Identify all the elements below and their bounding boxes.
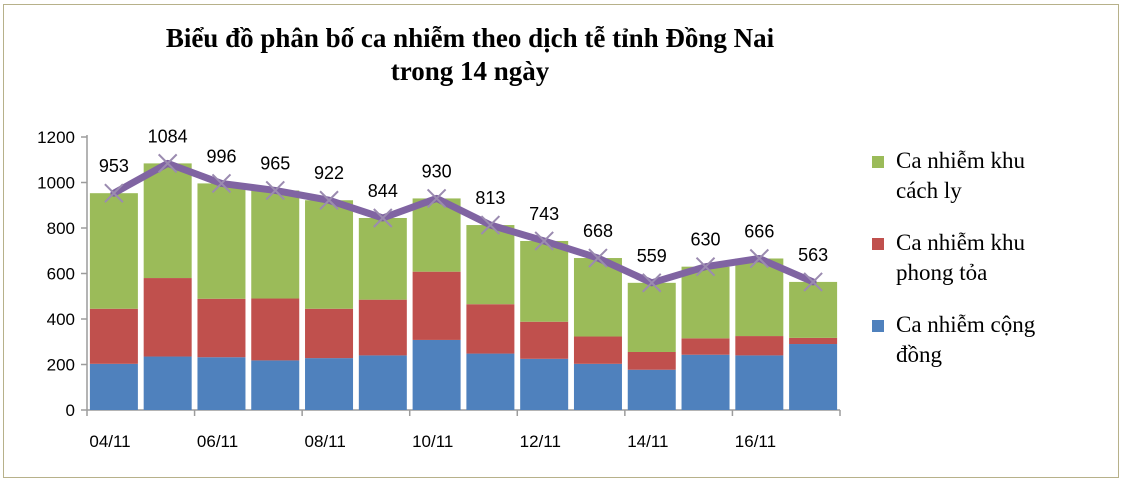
bar-segment-1 bbox=[89, 363, 138, 410]
total-marker bbox=[426, 188, 447, 209]
bar-segment-3 bbox=[627, 282, 676, 352]
total-marker bbox=[373, 208, 393, 228]
data-label: 930 bbox=[422, 161, 452, 181]
data-label: 563 bbox=[798, 245, 828, 265]
x-tick-label: 08/11 bbox=[305, 432, 346, 451]
bar-segment-3 bbox=[466, 225, 515, 305]
x-tick-label: 14/11 bbox=[627, 432, 668, 451]
bar-segment-1 bbox=[573, 363, 622, 410]
bar-segment-2 bbox=[573, 336, 622, 364]
data-label: 668 bbox=[583, 221, 613, 241]
bar-segment-2 bbox=[358, 299, 407, 356]
legend-label: Ca nhiễm khu bbox=[896, 230, 1026, 255]
data-label: 844 bbox=[368, 181, 398, 201]
legend-label: cách ly bbox=[896, 178, 962, 203]
bar-segment-1 bbox=[251, 360, 300, 410]
chart-title: Biểu đồ phân bố ca nhiễm theo dịch tễ tỉ… bbox=[60, 22, 880, 88]
bar-segment-2 bbox=[412, 271, 461, 340]
bar-segment-1 bbox=[305, 358, 354, 410]
total-marker bbox=[803, 272, 823, 292]
legend-swatch bbox=[872, 156, 884, 168]
x-tick-label: 04/11 bbox=[89, 432, 130, 451]
bar-segment-3 bbox=[305, 200, 354, 309]
total-marker bbox=[588, 248, 608, 268]
bar-segment-3 bbox=[412, 198, 461, 272]
y-tick-label: 1000 bbox=[37, 174, 75, 193]
total-marker bbox=[319, 190, 339, 210]
legend-swatch bbox=[872, 320, 884, 332]
bar-segment-3 bbox=[197, 183, 246, 299]
bar-segment-3 bbox=[735, 258, 784, 337]
y-tick-label: 1200 bbox=[37, 128, 75, 147]
total-marker bbox=[695, 256, 716, 277]
bar-segment-3 bbox=[143, 163, 192, 279]
total-marker bbox=[157, 153, 178, 174]
bar-segment-1 bbox=[681, 354, 730, 410]
bar-segment-2 bbox=[305, 308, 354, 359]
x-tick-label: 16/11 bbox=[735, 432, 776, 451]
chart-title-line-1: Biểu đồ phân bố ca nhiễm theo dịch tễ tỉ… bbox=[165, 23, 775, 53]
total-line bbox=[110, 159, 817, 287]
y-tick-label: 600 bbox=[47, 265, 75, 284]
bar-segment-2 bbox=[89, 308, 138, 364]
bar-segment-2 bbox=[681, 338, 730, 355]
bar-segment-1 bbox=[412, 339, 461, 410]
bar-segment-3 bbox=[681, 266, 730, 339]
bar-segment-2 bbox=[627, 351, 676, 370]
legend-label: phong tỏa bbox=[896, 260, 987, 285]
bar-segment-2 bbox=[251, 298, 300, 361]
bar-segment-2 bbox=[789, 337, 838, 345]
bar-segment-2 bbox=[143, 278, 192, 357]
bar-segment-3 bbox=[573, 258, 622, 337]
y-tick-label: 200 bbox=[47, 356, 75, 375]
bar-segment-2 bbox=[466, 304, 515, 354]
x-tick-label: 12/11 bbox=[520, 432, 561, 451]
total-marker bbox=[480, 215, 501, 235]
y-tick-label: 0 bbox=[66, 401, 75, 420]
data-label: 1084 bbox=[148, 126, 188, 146]
bar-segment-3 bbox=[358, 217, 407, 300]
total-marker bbox=[265, 180, 285, 201]
total-marker bbox=[749, 248, 770, 269]
legend-swatch bbox=[872, 238, 884, 250]
data-label: 666 bbox=[744, 221, 774, 241]
bar-segment-1 bbox=[197, 357, 246, 410]
data-label: 996 bbox=[206, 146, 236, 166]
bar-segment-1 bbox=[789, 344, 838, 410]
data-label: 953 bbox=[99, 156, 129, 176]
bar-segment-1 bbox=[627, 369, 676, 410]
chart-title-line-2: trong 14 ngày bbox=[390, 56, 550, 86]
bar-segment-2 bbox=[197, 298, 246, 358]
bar-segment-3 bbox=[789, 281, 838, 338]
legend-label: Ca nhiễm cộng bbox=[896, 312, 1036, 337]
bar-segment-1 bbox=[735, 355, 784, 410]
data-label: 922 bbox=[314, 163, 344, 183]
data-label: 559 bbox=[637, 246, 667, 266]
bar-segment-1 bbox=[143, 356, 192, 410]
total-marker bbox=[104, 183, 124, 203]
total-marker bbox=[534, 231, 554, 251]
bar-segment-1 bbox=[466, 353, 515, 410]
bar-segment-3 bbox=[520, 240, 569, 322]
y-tick-label: 800 bbox=[47, 219, 75, 238]
x-tick-label: 06/11 bbox=[197, 432, 238, 451]
bar-segment-3 bbox=[251, 190, 300, 299]
total-marker bbox=[642, 273, 662, 293]
bar-segment-2 bbox=[520, 321, 569, 359]
bar-segment-3 bbox=[89, 193, 138, 309]
legend-label: đồng bbox=[896, 342, 943, 367]
data-label: 630 bbox=[691, 230, 721, 250]
bar-segment-2 bbox=[735, 336, 784, 356]
y-tick-label: 400 bbox=[47, 310, 75, 329]
bar-segment-1 bbox=[358, 355, 407, 410]
data-label: 743 bbox=[529, 204, 559, 224]
bar-segment-1 bbox=[520, 358, 569, 410]
total-marker bbox=[211, 173, 232, 194]
data-label: 813 bbox=[475, 188, 505, 208]
x-tick-label: 10/11 bbox=[412, 432, 453, 451]
legend-label: Ca nhiễm khu bbox=[896, 148, 1026, 173]
data-label: 965 bbox=[260, 153, 290, 173]
